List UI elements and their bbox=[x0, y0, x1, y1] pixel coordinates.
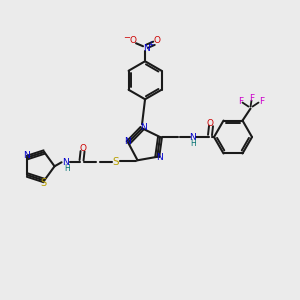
Text: H: H bbox=[65, 164, 70, 173]
Text: N: N bbox=[143, 44, 149, 53]
Text: O: O bbox=[206, 118, 214, 127]
Text: F: F bbox=[249, 94, 254, 103]
Text: +: + bbox=[147, 40, 153, 49]
Text: N: N bbox=[189, 133, 195, 142]
Text: −: − bbox=[124, 33, 130, 42]
Text: N: N bbox=[156, 153, 163, 162]
Text: O: O bbox=[130, 36, 136, 45]
Text: F: F bbox=[238, 97, 243, 106]
Text: N: N bbox=[62, 158, 69, 167]
Text: H: H bbox=[190, 139, 196, 148]
Text: O: O bbox=[154, 36, 160, 45]
Text: O: O bbox=[79, 144, 86, 153]
Text: N: N bbox=[140, 123, 146, 132]
Text: F: F bbox=[259, 97, 264, 106]
Text: S: S bbox=[112, 157, 119, 167]
Text: N: N bbox=[23, 151, 30, 160]
Text: N: N bbox=[124, 137, 130, 146]
Text: S: S bbox=[40, 178, 46, 188]
